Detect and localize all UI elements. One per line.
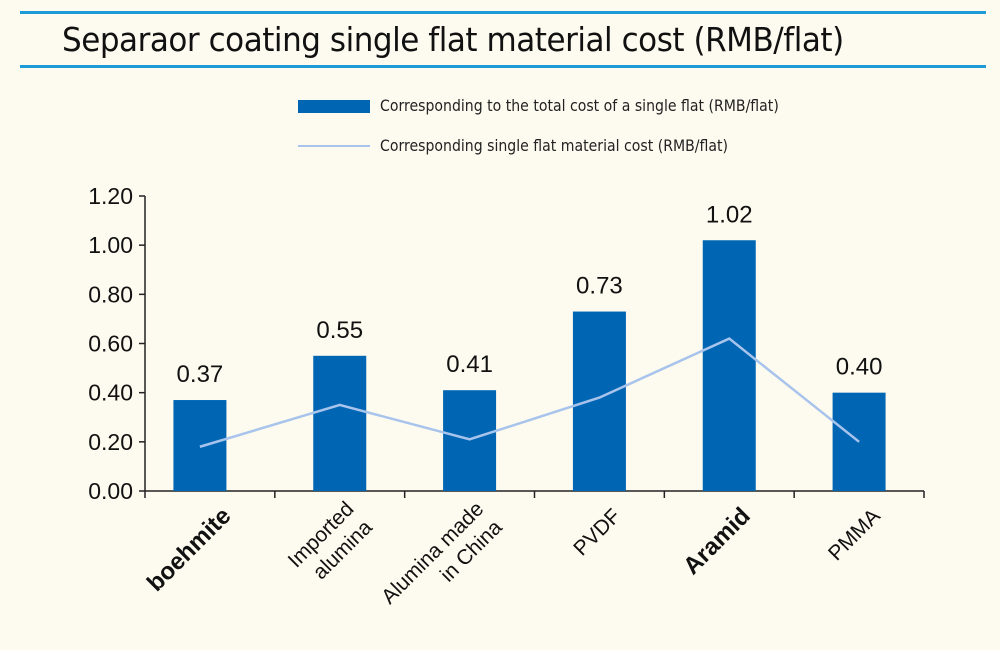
data-label: 0.41 — [446, 351, 493, 378]
y-tick-label: 1.20 — [88, 183, 133, 209]
legend-swatch-bar — [298, 100, 370, 113]
x-tick-label: Aramid — [678, 502, 756, 580]
x-tick-label: boehmite — [142, 502, 237, 597]
y-tick-label: 0.80 — [88, 281, 133, 307]
data-label: 0.37 — [177, 361, 224, 388]
top-rule — [20, 11, 986, 14]
y-tick-label: 0.20 — [88, 429, 133, 455]
legend-label-line: Corresponding single flat material cost … — [380, 136, 729, 155]
y-tick-label: 0.40 — [88, 380, 133, 406]
data-label: 0.40 — [836, 354, 883, 381]
y-tick-label: 0.00 — [88, 478, 133, 504]
y-tick-label: 0.60 — [88, 331, 133, 357]
data-label: 1.02 — [706, 201, 753, 228]
title-underline — [20, 65, 986, 68]
y-tick-label: 1.00 — [88, 232, 133, 258]
x-tick-label: PMMA — [824, 505, 885, 566]
legend-label-bar: Corresponding to the total cost of a sin… — [380, 96, 779, 115]
data-label: 0.55 — [316, 317, 363, 344]
bar — [702, 240, 756, 491]
material-cost-line — [199, 337, 860, 448]
data-label: 0.73 — [576, 273, 623, 300]
legend-swatch-line — [298, 145, 370, 147]
bar — [313, 355, 367, 491]
chart-title: Separaor coating single flat material co… — [62, 20, 844, 59]
x-tick-label: PVDF — [569, 505, 625, 561]
x-tick-label: Alumina madein China — [377, 497, 507, 627]
x-tick-label: Importedalumina — [284, 497, 377, 590]
bar — [572, 311, 626, 491]
